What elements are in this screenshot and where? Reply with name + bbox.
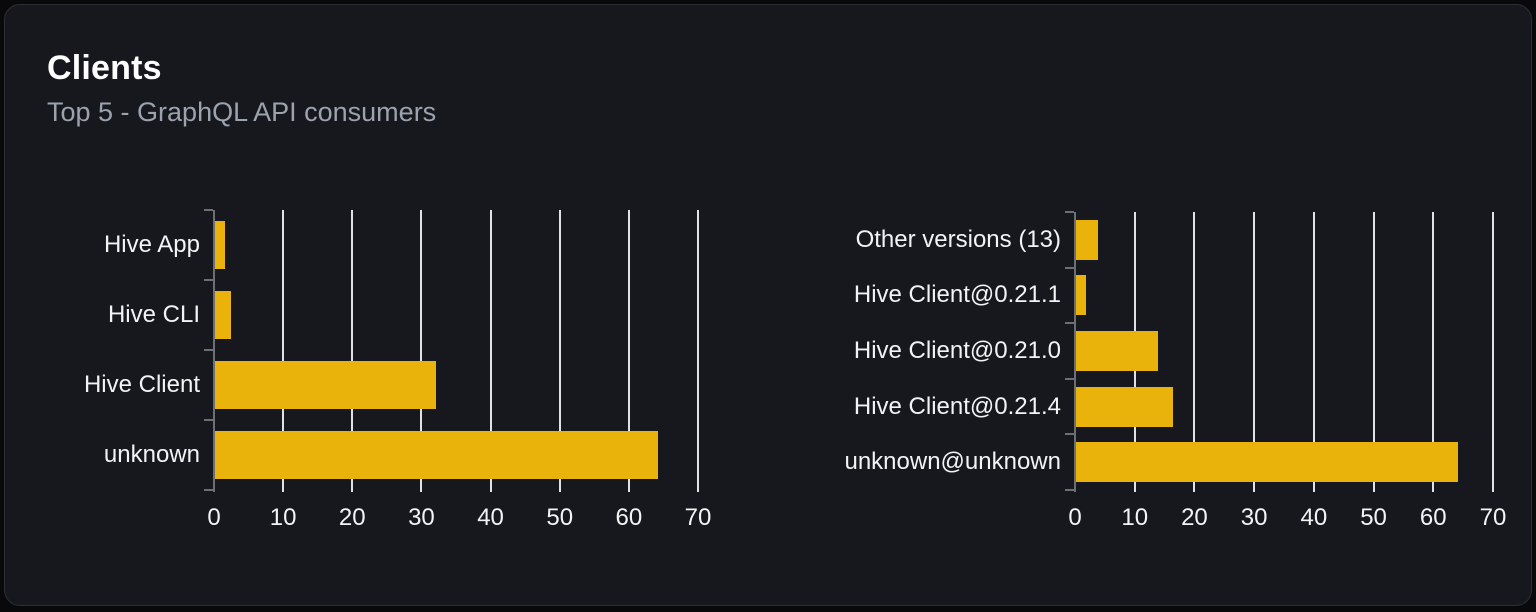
category-label: unknown@unknown — [844, 448, 1061, 476]
x-tick-label: 70 — [684, 504, 712, 531]
gridline — [282, 210, 285, 492]
y-axis-tick — [1065, 211, 1074, 213]
y-axis-line — [213, 210, 215, 492]
bar-hive-client-0.21.1 — [1076, 275, 1087, 316]
x-tick-label: 0 — [1068, 504, 1082, 531]
category-label: Hive Client — [83, 371, 200, 398]
bar-hive-client-0.21.4 — [1076, 386, 1173, 427]
y-axis-tick — [204, 419, 213, 421]
bar-hive-app — [215, 221, 225, 269]
gridline — [489, 210, 492, 492]
gridline — [558, 210, 561, 492]
y-axis-tick — [1065, 266, 1074, 269]
gridline — [420, 210, 423, 492]
gridline — [627, 210, 630, 492]
gridline — [1253, 212, 1256, 492]
x-tick-label: 30 — [408, 504, 435, 531]
card-title: Clients — [47, 49, 162, 87]
y-axis-tick — [1065, 433, 1074, 436]
y-axis-tick — [204, 279, 213, 281]
gridline — [1492, 212, 1494, 492]
y-axis-tick — [1065, 377, 1074, 380]
category-label: Hive CLI — [107, 301, 200, 328]
category-label: Hive Client@0.21.0 — [853, 337, 1061, 364]
y-axis-tick — [204, 489, 213, 491]
gridline — [1193, 212, 1196, 492]
y-axis-tick — [204, 349, 213, 351]
category-label: Other versions (13) — [855, 225, 1061, 253]
card-subtitle: Top 5 - GraphQL API consumers — [47, 97, 437, 127]
bar-unknown — [215, 431, 658, 479]
gridline — [351, 210, 354, 492]
x-tick-label: 20 — [1181, 504, 1208, 531]
bar-other-versions-13- — [1076, 219, 1099, 260]
category-label: Hive Client@0.21.1 — [853, 281, 1061, 309]
category-label: Hive App — [103, 231, 200, 258]
y-axis-tick — [1065, 489, 1074, 491]
bar-hive-client — [215, 361, 437, 409]
category-label: Hive Client@0.21.4 — [853, 392, 1061, 420]
y-axis-tick — [204, 209, 213, 211]
x-tick-label: 40 — [1300, 504, 1328, 531]
x-tick-label: 30 — [1240, 504, 1268, 531]
gridline — [697, 210, 699, 492]
gridline — [1372, 212, 1375, 492]
bar-hive-cli — [215, 291, 231, 339]
x-tick-label: 10 — [1121, 504, 1149, 531]
x-tick-label: 40 — [477, 504, 504, 531]
x-tick-label: 60 — [615, 504, 643, 531]
bar-hive-client-0.21.0 — [1076, 331, 1158, 371]
gridline — [1432, 212, 1435, 492]
gridline — [1312, 212, 1315, 492]
category-label: unknown — [103, 441, 200, 468]
y-axis-tick — [1065, 322, 1074, 325]
bar-unknown-unknown — [1076, 442, 1459, 483]
x-tick-label: 50 — [1360, 504, 1387, 531]
x-tick-label: 70 — [1479, 504, 1507, 531]
x-tick-label: 60 — [1419, 504, 1447, 531]
x-tick-label: 0 — [207, 504, 221, 531]
y-axis-line — [1074, 212, 1076, 492]
clients-card: Clients Top 5 - GraphQL API consumers — [4, 4, 1532, 606]
x-tick-label: 10 — [269, 504, 297, 531]
x-tick-label: 20 — [338, 504, 366, 531]
x-tick-label: 50 — [546, 504, 574, 531]
